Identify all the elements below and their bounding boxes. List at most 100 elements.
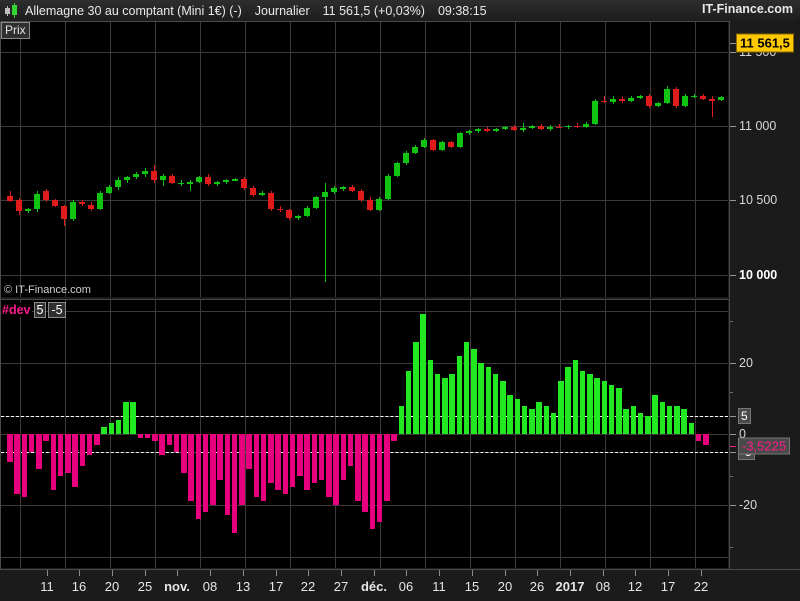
candle-body <box>223 179 229 183</box>
time-axis-label: 13 <box>235 579 251 594</box>
price-pane-label: Prix <box>1 22 30 39</box>
histogram-bar-positive <box>601 381 607 434</box>
time-axis-tick <box>439 570 440 576</box>
candle-body <box>592 100 598 124</box>
axis-tick-minor <box>729 321 733 322</box>
indicator-param-lower: -5 <box>48 301 66 318</box>
histogram-bar-positive <box>130 402 136 434</box>
time-axis-label: 2017 <box>555 579 585 594</box>
histogram-bar-negative <box>239 434 245 505</box>
time-axis-tick <box>406 570 407 576</box>
histogram-bar-positive <box>659 402 665 434</box>
time-axis-label: 25 <box>137 579 153 594</box>
histogram-bar-positive <box>550 412 557 434</box>
candle-body <box>412 146 418 153</box>
indicator-legend[interactable]: #dev 5 -5 <box>1 301 66 318</box>
candle-body <box>637 95 643 98</box>
grid-line-horizontal <box>1 363 728 364</box>
time-axis-tick <box>276 570 277 576</box>
time-axis[interactable]: 11 16 20 25 nov. 08 13 17 22 27 déc. 06 11 15 20 26 2017… <box>0 569 800 601</box>
histogram-bar-negative <box>181 434 187 473</box>
histogram-bar-positive <box>608 384 615 434</box>
histogram-bar-positive <box>616 388 622 434</box>
candle-body <box>241 179 247 189</box>
candle-wick <box>577 123 578 129</box>
time-axis-tick <box>79 570 80 576</box>
histogram-bar-positive <box>572 359 578 434</box>
histogram-bar-negative <box>144 434 151 438</box>
grid-line-vertical <box>65 22 66 297</box>
histogram-bar-negative <box>231 434 238 533</box>
histogram-bar-negative <box>369 434 375 530</box>
histogram-bar-negative <box>94 434 100 445</box>
current-indicator-tag[interactable]: -3,5225 <box>738 437 791 455</box>
candle-body <box>250 188 256 195</box>
histogram-bar-negative <box>289 434 296 487</box>
histogram-bar-negative <box>260 434 267 501</box>
histogram-bar-negative <box>86 434 93 456</box>
histogram-bar-negative <box>28 434 35 452</box>
candle-body <box>322 192 328 198</box>
candle-body <box>61 206 67 219</box>
candle-body <box>529 126 535 128</box>
time-axis-label: 06 <box>398 579 414 594</box>
candle-body <box>25 209 31 211</box>
time-axis-label: 17 <box>660 579 676 594</box>
histogram-bar-negative <box>43 434 49 442</box>
candle-body <box>547 126 553 129</box>
candle-body <box>349 187 355 192</box>
time-axis-tick <box>47 570 48 576</box>
grid-line-vertical <box>155 22 156 297</box>
candle-body <box>493 128 499 132</box>
histogram-bar-positive <box>101 426 107 434</box>
time-axis-tick <box>537 570 538 576</box>
histogram-bar-positive <box>427 359 433 434</box>
grid-line-vertical <box>290 22 291 297</box>
candle-body <box>187 181 193 184</box>
grid-line-horizontal <box>1 557 728 558</box>
time-axis-label: 11 <box>432 579 446 594</box>
price-axis-label: 10 500 <box>739 193 778 208</box>
time-axis-tick <box>374 570 375 576</box>
time-axis-tick <box>308 570 309 576</box>
candle-body <box>142 170 148 174</box>
histogram-bar-negative <box>275 434 281 491</box>
histogram-bar-negative <box>166 434 172 445</box>
candle-body <box>214 182 220 185</box>
axis-tick <box>729 505 736 506</box>
histogram-bar-negative <box>376 434 383 523</box>
price-axis-label: 10 000 <box>739 267 778 282</box>
candle-body <box>115 179 121 187</box>
candle-body <box>484 129 490 132</box>
histogram-bar-positive <box>674 405 680 434</box>
histogram-bar-negative <box>347 434 354 466</box>
histogram-bar-positive <box>115 419 122 434</box>
candle-wick <box>559 123 560 129</box>
candle-body <box>34 193 40 210</box>
price-chart-pane[interactable] <box>1 22 728 297</box>
candle-body <box>655 103 661 106</box>
grid-line-vertical <box>470 22 471 297</box>
candle-body <box>304 207 310 217</box>
time-axis-tick <box>635 570 636 576</box>
histogram-bar-negative <box>36 434 42 470</box>
candle-body <box>16 200 22 211</box>
candle-body <box>619 99 625 101</box>
chart-header: Allemagne 30 au comptant (Mini 1€) (-) J… <box>0 0 800 22</box>
histogram-bar-positive <box>108 423 114 434</box>
time-axis-tick <box>701 570 702 576</box>
histogram-bar-positive <box>405 370 412 434</box>
price-axis-separator <box>729 21 730 298</box>
histogram-bar-negative <box>14 434 20 494</box>
candle-body <box>475 129 481 131</box>
indicator-chart-pane[interactable] <box>1 300 728 568</box>
grid-line-vertical <box>20 22 21 297</box>
axis-tick <box>729 200 736 201</box>
axis-tick <box>729 363 736 364</box>
current-price-tag[interactable]: 11 561,5 <box>736 33 794 53</box>
candle-body <box>43 191 49 201</box>
time-axis-label: 22 <box>693 579 709 594</box>
price-axis-label: 11 000 <box>739 119 777 134</box>
